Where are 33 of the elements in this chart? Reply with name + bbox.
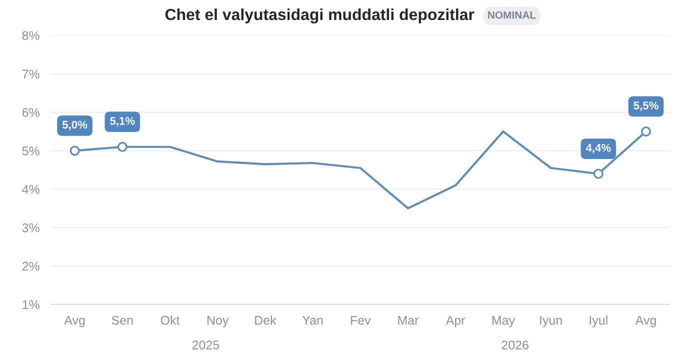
point (117, 142, 128, 152)
x-tick-label: Iyul (590, 316, 608, 328)
x-tick-label: Mar (398, 316, 419, 325)
x-tick-label: Dek (255, 316, 276, 325)
data-label: 5,0% (62, 120, 88, 130)
y-tick-label: 8% (22, 31, 40, 40)
y-tick-label: 7% (22, 70, 40, 78)
y-tick-label: 3% (22, 223, 40, 232)
x-tick-label: May (492, 316, 515, 328)
chart-subtitle: NOMINAL (488, 11, 536, 19)
data-label: 5,1% (110, 117, 135, 126)
y-tick-label: 5% (22, 146, 40, 156)
y-tick-label: 4% (22, 184, 40, 194)
y-tick-label: 2% (22, 262, 40, 271)
x-tick-label: Sen (112, 316, 133, 325)
x-tick-label: Fev (351, 316, 371, 325)
data-label: 4,4% (586, 144, 611, 154)
x-tick-label: Noy (208, 316, 229, 328)
x-tick-label: Apr (446, 316, 466, 328)
text: 2026 (502, 340, 528, 350)
point (641, 126, 651, 136)
x-tick-label: Okt (160, 316, 180, 325)
data-label: 5,5% (634, 102, 658, 112)
point (593, 168, 604, 179)
x-tick-label: Yan (302, 316, 323, 325)
x-tick-label: Avg (635, 316, 656, 328)
point (70, 146, 80, 156)
y-tick-label: 1% (22, 300, 40, 310)
x-tick-label: Iyun (540, 316, 562, 328)
y-tick-label: 6% (22, 108, 40, 117)
x-tick-label: Avg (64, 316, 85, 328)
text: 2025 (192, 340, 220, 350)
chart-title: Chet el valyutasidagi muddatli depozitlar (165, 8, 474, 24)
